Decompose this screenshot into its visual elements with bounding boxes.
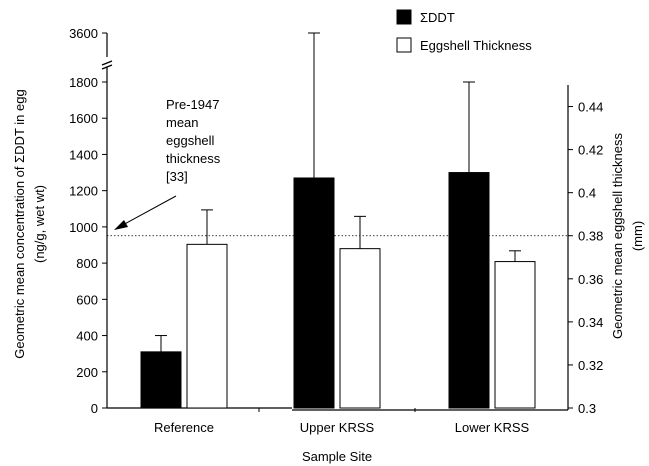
left-tick-label: 200	[76, 365, 98, 380]
left-tick-label: 400	[76, 329, 98, 344]
eggshell-bar	[494, 261, 536, 409]
right-axis-unit: (mm)	[630, 221, 645, 251]
right-tick-label: 0.32	[578, 358, 603, 373]
left-tick-label: 1600	[69, 111, 98, 126]
annotation-text: [33]	[166, 169, 188, 184]
left-tick-label: 800	[76, 256, 98, 271]
legend-label-eggshell: Eggshell Thickness	[420, 38, 532, 53]
right-tick-label: 0.34	[578, 315, 603, 330]
axes	[101, 9, 573, 412]
bars	[140, 32, 536, 409]
left-tick-label: 1400	[69, 147, 98, 162]
right-axis-title: Geometric mean eggshell thickness	[610, 133, 625, 339]
ddt-bar	[140, 351, 182, 409]
left-tick-label: 1000	[69, 220, 98, 235]
annotation-text: Pre-1947	[166, 97, 219, 112]
legend-swatch-ddt	[396, 9, 412, 25]
left-tick-label: 1200	[69, 184, 98, 199]
left-tick-label: 0	[91, 401, 98, 416]
right-tick-label: 0.38	[578, 229, 603, 244]
left-axis-title: Geometric mean concentration of ΣDDT in …	[12, 89, 27, 358]
left-tick-label: 1800	[69, 75, 98, 90]
right-tick-label: 0.4	[578, 186, 596, 201]
ddt-bar	[448, 172, 490, 409]
left-tick-label: 3600	[69, 26, 98, 41]
eggshell-bar	[186, 243, 228, 409]
ddt-bar	[293, 177, 335, 409]
category-label: Reference	[154, 420, 214, 435]
category-label: Upper KRSS	[300, 420, 375, 435]
axis-break-mark	[101, 64, 113, 70]
category-label: Lower KRSS	[455, 420, 530, 435]
annotation-arrowhead	[114, 220, 128, 230]
right-tick-label: 0.3	[578, 401, 596, 416]
left-tick-label: 600	[76, 292, 98, 307]
labels: 0 200 400 600 800 1000 1200 1400 1600 1800 3600 0.3…	[12, 10, 645, 464]
right-tick-label: 0.42	[578, 143, 603, 158]
right-tick-label: 0.44	[578, 100, 603, 115]
legend-label-ddt: ΣDDT	[420, 10, 455, 25]
annotation-text: thickness	[166, 151, 221, 166]
x-axis-title: Sample Site	[302, 449, 372, 464]
axis-break-mark	[101, 60, 113, 66]
annotation-arrow	[120, 195, 177, 227]
annotation-text: mean	[166, 115, 199, 130]
legend-swatch-eggshell	[396, 37, 412, 53]
right-tick-label: 0.36	[578, 272, 603, 287]
left-axis-unit: (ng/g, wet wt)	[32, 185, 47, 263]
eggshell-bar	[339, 248, 381, 409]
annotation-text: eggshell	[166, 133, 215, 148]
